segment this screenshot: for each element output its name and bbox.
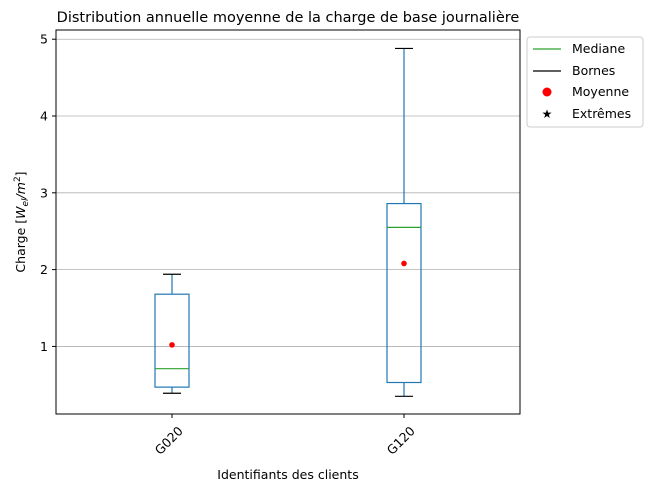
y-axis-label-mid: /m [13, 182, 28, 199]
legend-median-label: Mediane [572, 41, 625, 56]
y-tick-label-2: 2 [40, 262, 48, 277]
y-axis-label-sup: 2 [13, 176, 23, 182]
y-axis-label-suffix: ] [13, 171, 28, 176]
y-axis-label: Charge [Wel/m2] [13, 171, 31, 272]
legend: Mediane Bornes Moyenne ★ Extrêmes [526, 36, 644, 128]
y-tick-label-4: 4 [40, 109, 48, 124]
y-axis-label-sub: el [21, 198, 31, 207]
grid-lines [56, 38, 520, 347]
y-axis-label-prefix: Charge [ [13, 219, 28, 273]
box-plot-G020 [154, 273, 190, 394]
mean-marker-G020 [169, 342, 175, 348]
box-plot-G120 [386, 47, 422, 397]
x-axis-ticks: G020 G120 [152, 414, 418, 458]
iqr-box-G020 [154, 293, 190, 388]
legend-extremes-marker: ★ [542, 107, 553, 121]
legend-mean-marker [542, 87, 552, 97]
chart-title: Distribution annuelle moyenne de la char… [57, 10, 520, 26]
legend-frame [526, 36, 644, 128]
mean-marker-G120 [401, 260, 407, 267]
iqr-box-G120 [386, 202, 422, 384]
y-axis-ticks: 1 2 3 4 5 [40, 32, 56, 354]
box-plots [154, 47, 422, 397]
y-tick-label-5: 5 [40, 32, 48, 47]
legend-extremes-label: Extrêmes [572, 106, 631, 121]
x-tick-label-G020: G020 [152, 423, 186, 457]
y-tick-label-3: 3 [40, 185, 48, 200]
x-axis-label: Identifiants des clients [217, 467, 358, 482]
plot-area-frame [55, 29, 521, 415]
legend-bounds-label: Bornes [572, 63, 615, 78]
legend-mean-label: Moyenne [572, 84, 629, 99]
y-axis-label-main: W [13, 206, 28, 219]
x-tick-label-G120: G120 [384, 423, 418, 457]
y-tick-label-1: 1 [40, 339, 48, 354]
